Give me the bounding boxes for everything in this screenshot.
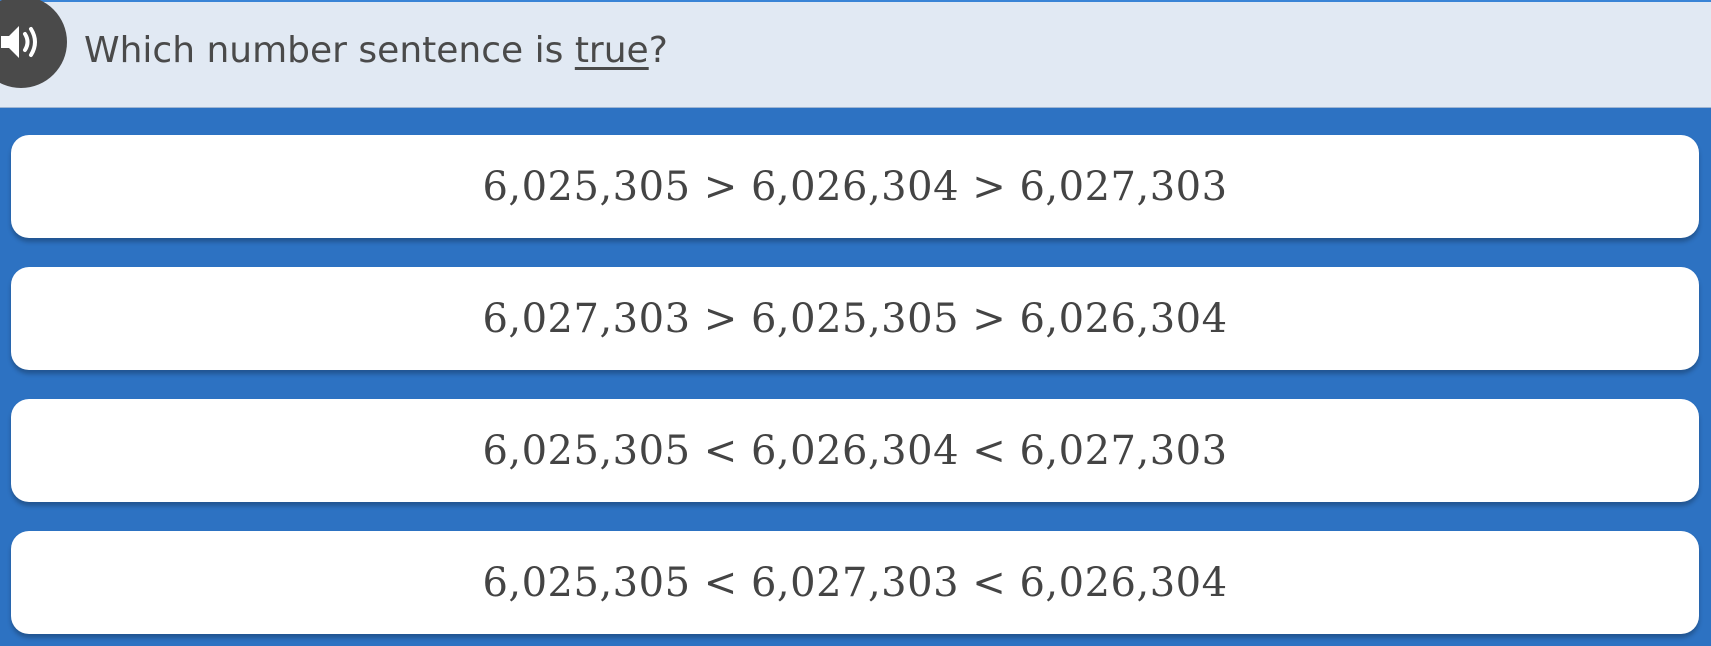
read-aloud-button[interactable] <box>0 0 67 88</box>
answer-option-4[interactable]: 6,025,305 < 6,027,303 < 6,026,304 <box>11 531 1699 634</box>
question-text: Which number sentence is true? <box>84 30 668 71</box>
question-header: Which number sentence is true? <box>0 0 1711 108</box>
option-label: 6,025,305 > 6,026,304 > 6,027,303 <box>482 163 1228 210</box>
question-emphasis: true <box>574 30 649 71</box>
option-label: 6,025,305 < 6,026,304 < 6,027,303 <box>482 427 1228 474</box>
answer-option-3[interactable]: 6,025,305 < 6,026,304 < 6,027,303 <box>11 399 1699 502</box>
option-label: 6,025,305 < 6,027,303 < 6,026,304 <box>482 559 1228 606</box>
speaker-icon <box>1 26 37 58</box>
answer-option-2[interactable]: 6,027,303 > 6,025,305 > 6,026,304 <box>11 267 1699 370</box>
option-label: 6,027,303 > 6,025,305 > 6,026,304 <box>482 295 1228 342</box>
answer-option-1[interactable]: 6,025,305 > 6,026,304 > 6,027,303 <box>11 135 1699 238</box>
